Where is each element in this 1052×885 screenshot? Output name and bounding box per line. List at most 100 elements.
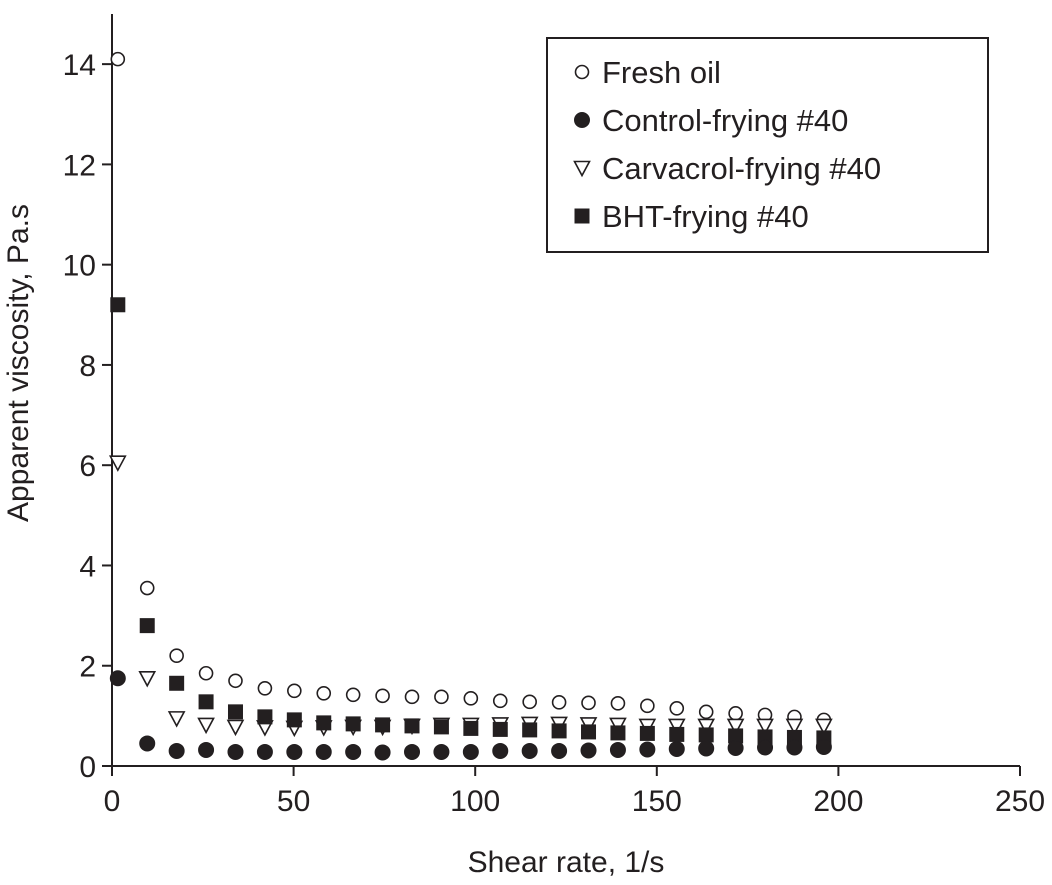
data-point	[815, 738, 832, 755]
data-point	[139, 735, 156, 752]
x-tick-label: 150	[632, 785, 682, 818]
data-point	[256, 743, 273, 760]
data-point	[785, 718, 804, 736]
data-point	[198, 694, 214, 710]
data-point	[581, 724, 597, 740]
data-point	[462, 743, 479, 760]
data-point	[110, 297, 126, 313]
data-point	[580, 742, 597, 759]
data-point	[668, 740, 685, 757]
legend-marker	[573, 160, 591, 178]
axes	[111, 14, 1020, 767]
data-point	[551, 695, 567, 710]
data-point	[433, 719, 449, 735]
data-point	[815, 718, 833, 736]
data-point	[167, 711, 186, 728]
legend-box	[546, 37, 989, 253]
x-axis-title: Shear rate, 1/s	[468, 846, 665, 879]
data-point	[610, 696, 626, 711]
legend-item: Control-frying #40	[574, 103, 848, 138]
data-point	[227, 704, 243, 720]
x-tick-label: 250	[995, 785, 1045, 818]
data-point	[375, 717, 391, 733]
data-point	[728, 706, 743, 721]
data-point	[669, 726, 685, 742]
data-point	[757, 739, 774, 756]
data-point	[728, 728, 744, 744]
data-point	[463, 691, 479, 706]
data-point	[463, 720, 479, 736]
data-point	[786, 739, 803, 756]
data-point	[226, 719, 245, 737]
data-point	[168, 742, 185, 759]
data-point	[257, 709, 273, 725]
data-point	[345, 687, 361, 703]
data-point	[698, 740, 715, 757]
data-point	[227, 743, 244, 760]
data-point	[404, 743, 421, 760]
data-point	[522, 722, 538, 738]
data-point	[639, 741, 656, 758]
data-point	[316, 715, 332, 731]
data-point	[169, 648, 184, 664]
data-point	[228, 673, 243, 689]
legend-label: Carvacrol-frying #40	[602, 151, 881, 186]
data-point	[522, 694, 537, 710]
x-tick-label: 200	[813, 785, 863, 818]
data-point	[727, 739, 744, 756]
legend-item: Fresh oil	[574, 55, 721, 90]
y-tick-label: 12	[63, 149, 96, 182]
data-point	[345, 743, 362, 760]
data-point	[697, 718, 716, 736]
data-point	[581, 695, 596, 711]
data-point	[433, 743, 450, 760]
data-point	[198, 665, 214, 681]
data-series	[108, 51, 833, 761]
y-tick-label: 6	[79, 450, 96, 483]
x-tick-label: 0	[104, 785, 121, 818]
data-point	[726, 718, 745, 736]
data-point	[139, 580, 155, 596]
data-point	[492, 721, 508, 737]
data-point	[345, 716, 361, 732]
data-point	[756, 718, 774, 736]
data-point	[492, 742, 509, 759]
y-tick-label: 2	[79, 651, 96, 684]
legend-marker	[574, 112, 590, 128]
data-point	[609, 741, 626, 758]
legend-label: Fresh oil	[602, 55, 721, 90]
data-point	[492, 693, 508, 709]
legend-item: Carvacrol-frying #40	[573, 151, 881, 186]
x-tick-label: 100	[450, 785, 500, 818]
data-point	[404, 718, 420, 734]
y-tick-label: 10	[63, 250, 96, 283]
legend-item: BHT-frying #40	[574, 199, 809, 234]
legend: Fresh oil Control-frying #40 Carvacrol-fry…	[546, 37, 989, 253]
series-1	[109, 670, 832, 761]
data-point	[108, 455, 127, 472]
legend-label: Control-frying #40	[602, 103, 848, 138]
data-point	[521, 742, 538, 759]
data-point	[257, 680, 273, 696]
data-point	[609, 717, 627, 735]
data-point	[198, 741, 215, 758]
series-3	[110, 297, 832, 746]
data-point	[315, 743, 332, 760]
data-point	[286, 712, 302, 728]
data-point	[374, 744, 391, 761]
y-tick-label: 4	[79, 550, 96, 583]
y-tick-label: 0	[79, 751, 96, 784]
data-point	[138, 670, 157, 688]
data-point	[109, 670, 126, 687]
data-point	[316, 686, 332, 701]
data-point	[667, 718, 686, 736]
data-point	[375, 688, 390, 704]
data-point	[286, 743, 303, 760]
legend-marker	[574, 64, 590, 80]
x-tick-label: 50	[277, 785, 310, 818]
data-point	[551, 723, 567, 739]
data-point	[287, 683, 302, 699]
data-point	[698, 704, 714, 720]
data-point	[698, 727, 714, 743]
